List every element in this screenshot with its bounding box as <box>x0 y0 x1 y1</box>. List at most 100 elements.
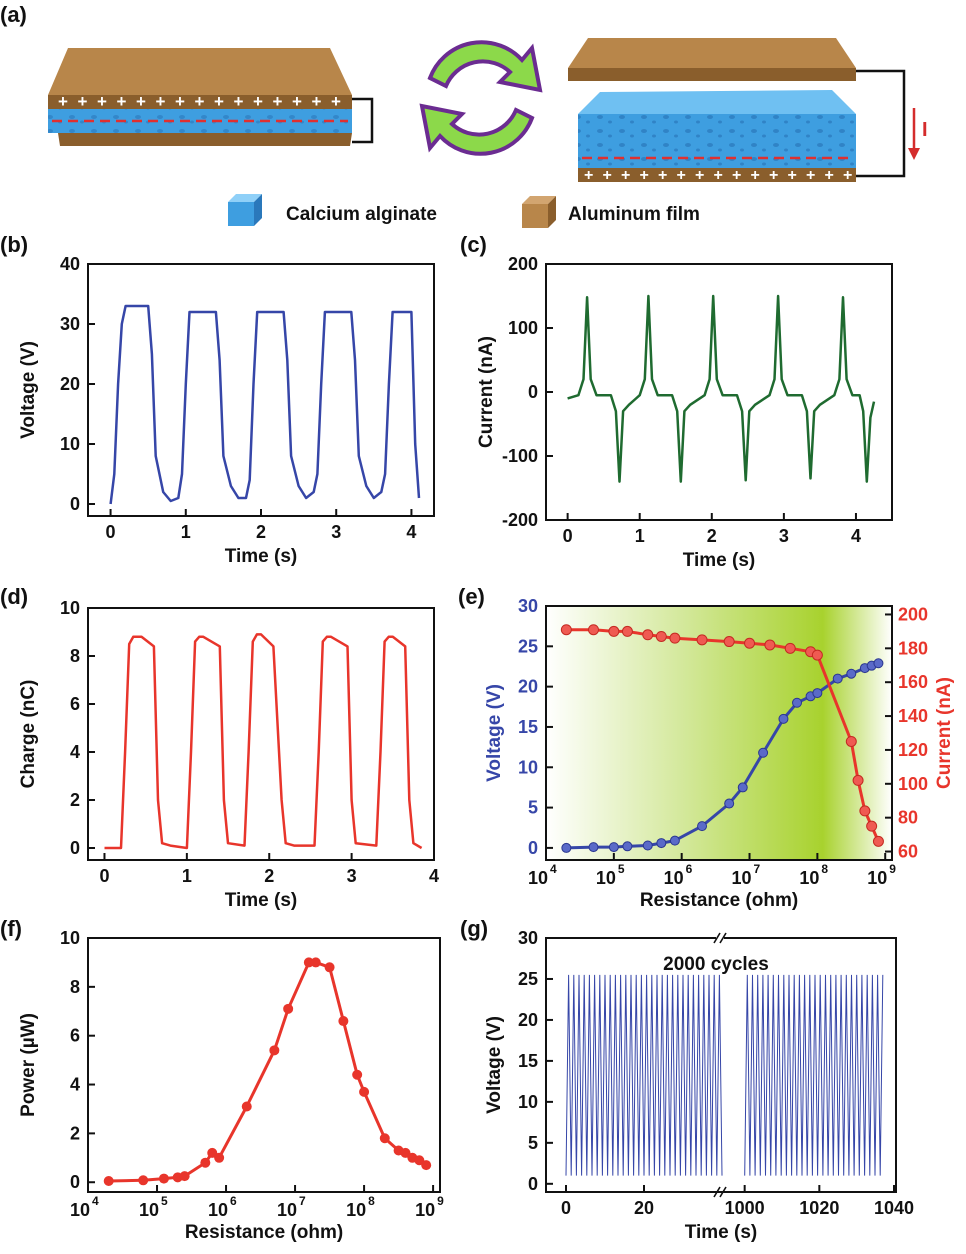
y-tick-label: 25 <box>518 636 538 656</box>
plus-sign: + <box>253 92 263 111</box>
x-tick-label: 10 <box>732 868 752 888</box>
plus-sign: + <box>175 92 185 111</box>
y-tick-label: 2 <box>70 1123 80 1143</box>
current-point <box>784 642 796 654</box>
power-point <box>158 1173 169 1184</box>
y2-axis-label: Current (nA) <box>934 677 955 789</box>
power-point <box>324 962 335 973</box>
chart-stability-cycles: 0 20 1000 1020 1040 0 5 10 15 20 25 30 Time (s) Volta… <box>484 928 914 1243</box>
plus-sign: + <box>677 167 686 184</box>
x-tick-label: 10 <box>346 1200 366 1220</box>
voltage-point <box>737 782 748 793</box>
plus-sign: + <box>214 92 224 111</box>
top-aluminum-film <box>48 48 352 95</box>
panel-label-b: (b) <box>0 232 28 257</box>
x-tick-exponent: 8 <box>821 862 828 876</box>
y-tick-label: 0 <box>528 1174 538 1194</box>
y-tick-label: 0 <box>70 1172 80 1192</box>
y-tick-label: 30 <box>518 596 538 616</box>
plus-sign: + <box>273 92 283 111</box>
y-tick-label: 15 <box>518 1051 538 1071</box>
data-line <box>567 294 876 483</box>
voltage-point <box>588 842 599 853</box>
x-tick-label: 0 <box>563 526 573 546</box>
device-pressed: + + + + + + + + + + + + + + + <box>48 48 374 146</box>
x-tick-label: 2 <box>256 522 266 542</box>
x-axis-label: Time (s) <box>683 550 756 571</box>
power-point <box>414 1155 425 1166</box>
plus-sign: + <box>97 92 107 111</box>
x-tick-label: 3 <box>779 526 789 546</box>
x-tick-label: 1 <box>181 522 191 542</box>
plot-frame <box>87 607 435 861</box>
y-tick-label: 10 <box>60 928 80 948</box>
y-tick-label: 0 <box>528 382 538 402</box>
x-axis-label: Resistance (ohm) <box>640 890 798 911</box>
current-point <box>723 636 735 648</box>
current-point <box>872 835 884 847</box>
panel-a-schematic: (a) + + + + + + + + + + + + + + + + + + + + + + + + + + + + <box>0 2 928 228</box>
power-point <box>103 1176 114 1187</box>
y-tick-label: 10 <box>518 757 538 777</box>
plus-sign: + <box>695 167 704 184</box>
power-point <box>200 1157 211 1168</box>
voltage-point <box>642 840 653 851</box>
x-tick-label: 1 <box>182 866 192 886</box>
aluminum-film-cube-icon <box>522 196 556 228</box>
x-tick-label: 20 <box>634 1198 654 1218</box>
y2-tick-label: 60 <box>898 842 918 862</box>
plus-sign: + <box>751 167 760 184</box>
power-point <box>359 1086 370 1097</box>
plus-sign: + <box>58 92 68 111</box>
legend-calcium-alginate: Calcium alginate <box>286 204 437 225</box>
y-axis-label: Voltage (V) <box>484 1016 505 1114</box>
positive-charges-released: + + + + + + + + + + + + + + + <box>584 167 852 184</box>
voltage-point <box>622 841 633 852</box>
x-tick-exponent: 7 <box>299 1194 306 1208</box>
plus-sign: + <box>825 167 834 184</box>
x-tick-label: 2 <box>707 526 717 546</box>
cycle-arrows-icon <box>419 40 543 156</box>
power-point <box>241 1101 252 1112</box>
current-point <box>866 820 878 832</box>
y-axis-label: Current (nA) <box>476 336 497 448</box>
x-tick-exponent: 7 <box>754 862 761 876</box>
x-tick-label: 10 <box>596 868 616 888</box>
y-tick-label: 0 <box>528 838 538 858</box>
plus-sign: + <box>732 167 741 184</box>
plus-sign: + <box>234 92 244 111</box>
x-tick-label: 10 <box>528 868 548 888</box>
top-aluminum-film-released <box>568 38 856 68</box>
y-tick-label: 30 <box>60 314 80 334</box>
voltage-point <box>873 658 884 669</box>
plot-frame <box>87 937 441 1193</box>
y-tick-label: 200 <box>508 254 538 274</box>
y-tick-label: 15 <box>518 717 538 737</box>
plus-sign: + <box>658 167 667 184</box>
current-point <box>642 629 654 641</box>
x-tick-exponent: 4 <box>92 1194 99 1208</box>
voltage-point <box>846 668 857 679</box>
y2-tick-label: 120 <box>898 740 928 760</box>
y-axis-label: Charge (nC) <box>18 680 39 789</box>
y-tick-label: 10 <box>60 598 80 618</box>
plus-sign: + <box>806 167 815 184</box>
y-tick-label: 25 <box>518 969 538 989</box>
current-point <box>621 625 633 637</box>
device-released: + + + + + + + + + + + + + + + I <box>568 38 928 184</box>
y-axis-label: Power (µW) <box>18 1013 39 1117</box>
current-point <box>744 637 756 649</box>
x-tick-label: 4 <box>429 866 439 886</box>
y2-tick-label: 180 <box>898 638 928 658</box>
current-point <box>669 632 681 644</box>
x-tick-label: 0 <box>99 866 109 886</box>
current-label: I <box>922 119 928 141</box>
x-tick-label: 0 <box>106 522 116 542</box>
y-tick-label: 5 <box>528 1133 538 1153</box>
external-circuit-wire-released <box>856 69 906 178</box>
y-tick-label: 30 <box>518 928 538 948</box>
plus-sign: + <box>156 92 166 111</box>
x-tick-exponent: 9 <box>437 1194 444 1208</box>
plot-frame <box>545 605 893 861</box>
